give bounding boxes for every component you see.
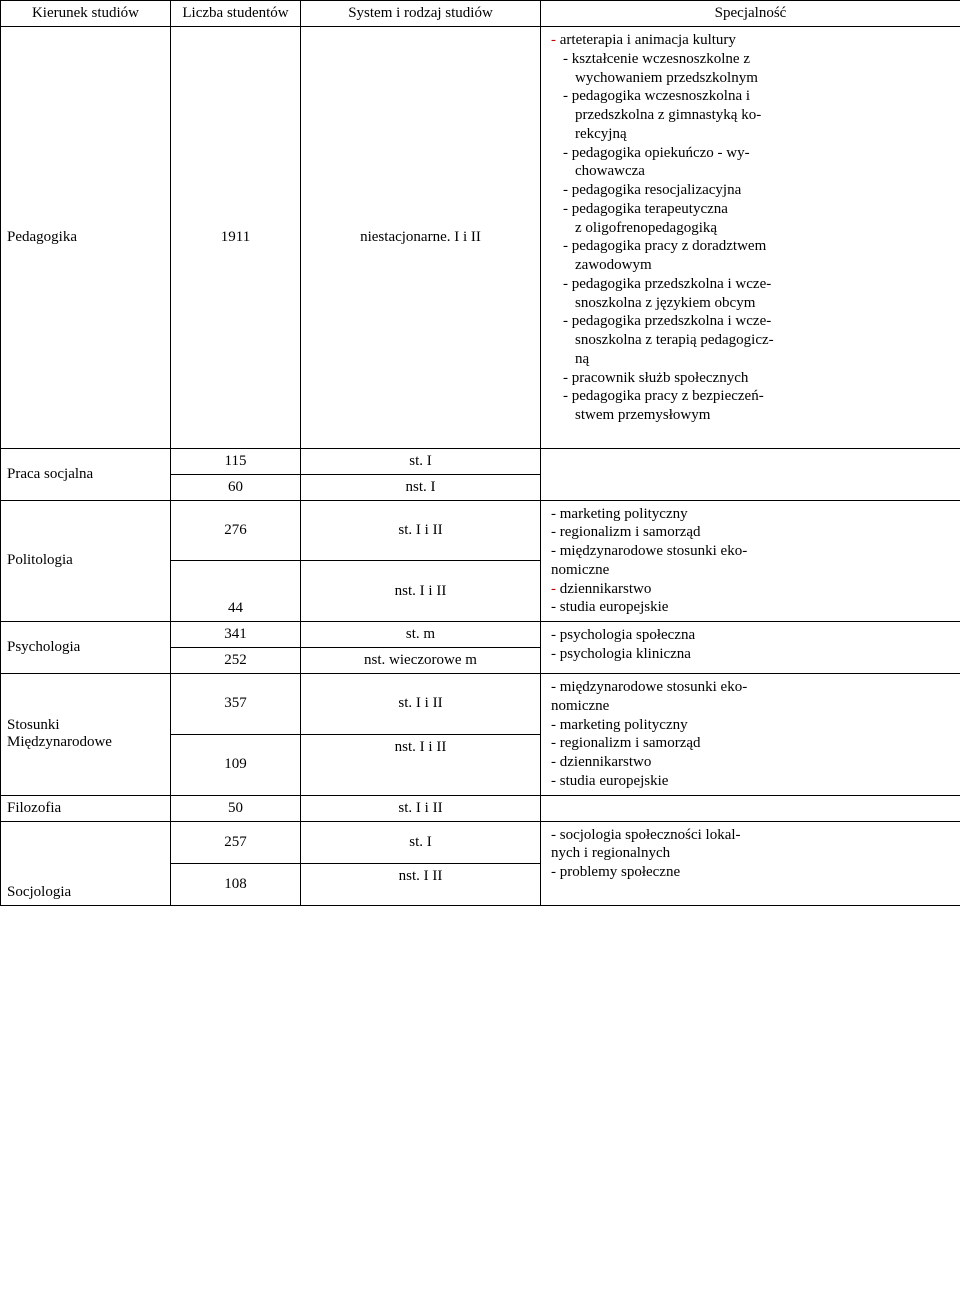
- spec-politologia: - marketing polityczny - regionalizm i s…: [541, 500, 960, 622]
- kierunek-pedagogika: Pedagogika: [1, 27, 171, 449]
- count-cell: 341: [171, 622, 301, 648]
- system-cell: nst. I i II: [301, 561, 541, 622]
- spec-item: - międzynarodowe stosunki eko-: [551, 542, 954, 561]
- system-cell: nst. I i II: [301, 734, 541, 795]
- kierunek-socjologia: Socjologia: [1, 821, 171, 905]
- spec-item: - pedagogika pracy z doradztwem: [551, 237, 954, 256]
- spec-item: snoszkolna z językiem obcym: [551, 294, 954, 313]
- spec-item: - studia europejskie: [551, 598, 954, 617]
- system-cell: st. I i II: [301, 674, 541, 735]
- spec-item: - pedagogika pracy z bezpieczeń-: [551, 387, 954, 406]
- count-cell: 357: [171, 674, 301, 735]
- header-system: System i rodzaj studiów: [301, 1, 541, 27]
- spec-item: ną: [551, 350, 954, 369]
- spec-item: snoszkolna z terapią pedagogicz-: [551, 331, 954, 350]
- spec-item: - pedagogika przedszkolna i wcze-: [551, 275, 954, 294]
- count-cell: 115: [171, 448, 301, 474]
- table-row: Politologia 276 st. I i II - marketing p…: [1, 500, 960, 561]
- count-pedagogika: 1911: [171, 27, 301, 449]
- spec-stosunki: - międzynarodowe stosunki eko- nomiczne …: [541, 674, 960, 796]
- spec-item: nomiczne: [551, 697, 954, 716]
- table-row: Filozofia 50 st. I i II: [1, 795, 960, 821]
- header-kierunek: Kierunek studiów: [1, 1, 171, 27]
- system-cell: st. I i II: [301, 500, 541, 561]
- header-row: Kierunek studiów Liczba studentów System…: [1, 1, 960, 27]
- table-row: Praca socjalna 115 st. I: [1, 448, 960, 474]
- spec-item: - marketing polityczny: [551, 505, 954, 524]
- kierunek-filozofia: Filozofia: [1, 795, 171, 821]
- count-cell: 50: [171, 795, 301, 821]
- spec-empty: [541, 795, 960, 821]
- spec-psychologia: - psychologia społeczna - psychologia kl…: [541, 622, 960, 674]
- system-pedagogika: niestacjonarne. I i II: [301, 27, 541, 449]
- spec-item: - pedagogika resocjalizacyjna: [551, 181, 954, 200]
- kierunek-psychologia: Psychologia: [1, 622, 171, 674]
- system-cell: st. I: [301, 448, 541, 474]
- system-cell: nst. wieczorowe m: [301, 648, 541, 674]
- spec-item: - pedagogika opiekuńczo - wy-: [551, 144, 954, 163]
- table-row: Pedagogika 1911 niestacjonarne. I i II -…: [1, 27, 960, 449]
- spec-item: - międzynarodowe stosunki eko-: [551, 678, 954, 697]
- count-cell: 276: [171, 500, 301, 561]
- spec-item: - dziennikarstwo: [551, 753, 954, 772]
- kierunek-praca-socjalna: Praca socjalna: [1, 448, 171, 500]
- kierunek-politologia: Politologia: [1, 500, 171, 622]
- spec-item: - pedagogika terapeutyczna: [551, 200, 954, 219]
- table-row: Stosunki Międzynarodowe 357 st. I i II -…: [1, 674, 960, 735]
- spec-socjologia: - socjologia społeczności lokal- nych i …: [541, 821, 960, 905]
- spec-pedagogika: - arteterapia i animacja kultury documen…: [541, 27, 960, 449]
- spec-item: zawodowym: [551, 256, 954, 275]
- spec-item: przedszkolna z gimnastyką ko-: [551, 106, 954, 125]
- table-row: Psychologia 341 st. m - psychologia społ…: [1, 622, 960, 648]
- system-cell: nst. I II: [301, 863, 541, 905]
- spec-item: nych i regionalnych: [551, 844, 954, 863]
- count-cell: 60: [171, 474, 301, 500]
- spec-item: stwem przemysłowym: [551, 406, 954, 425]
- spec-item: - dziennikarstwo: [551, 580, 954, 599]
- table-row: Socjologia 257 st. I - socjologia społec…: [1, 821, 960, 863]
- header-specjalnosc: Specjalność: [541, 1, 960, 27]
- system-cell: nst. I: [301, 474, 541, 500]
- spec-item: - psychologia kliniczna: [551, 645, 954, 664]
- spec-item: - regionalizm i samorząd: [551, 523, 954, 542]
- header-liczba: Liczba studentów: [171, 1, 301, 27]
- kierunek-stosunki: Stosunki Międzynarodowe: [1, 674, 171, 796]
- system-cell: st. I i II: [301, 795, 541, 821]
- spec-item: chowawcza: [551, 162, 954, 181]
- spec-item: - problemy społeczne: [551, 863, 954, 882]
- spec-item: - pracownik służb społecznych: [551, 369, 954, 388]
- spec-item: - regionalizm i samorząd: [551, 734, 954, 753]
- spec-item: - pedagogika wczesnoszkolna i: [551, 87, 954, 106]
- spec-item: z oligofrenopedagogiką: [551, 219, 954, 238]
- spec-item: - studia europejskie: [551, 772, 954, 791]
- count-cell: 109: [171, 734, 301, 795]
- count-cell: 44: [171, 561, 301, 622]
- spec-item: nomiczne: [551, 561, 954, 580]
- spec-item: wychowaniem przedszkolnym: [551, 69, 954, 88]
- studies-table: Kierunek studiów Liczba studentów System…: [0, 0, 960, 906]
- spec-item: - kształcenie wczesnoszkolne z: [551, 50, 954, 69]
- count-cell: 252: [171, 648, 301, 674]
- spec-item: - marketing polityczny: [551, 716, 954, 735]
- count-cell: 257: [171, 821, 301, 863]
- spec-empty: [541, 448, 960, 500]
- system-cell: st. m: [301, 622, 541, 648]
- spec-item: - psychologia społeczna: [551, 626, 954, 645]
- count-cell: 108: [171, 863, 301, 905]
- system-cell: st. I: [301, 821, 541, 863]
- spec-item: - pedagogika przedszkolna i wcze-: [551, 312, 954, 331]
- spec-item: - socjologia społeczności lokal-: [551, 826, 954, 845]
- spec-item: rekcyjną: [551, 125, 954, 144]
